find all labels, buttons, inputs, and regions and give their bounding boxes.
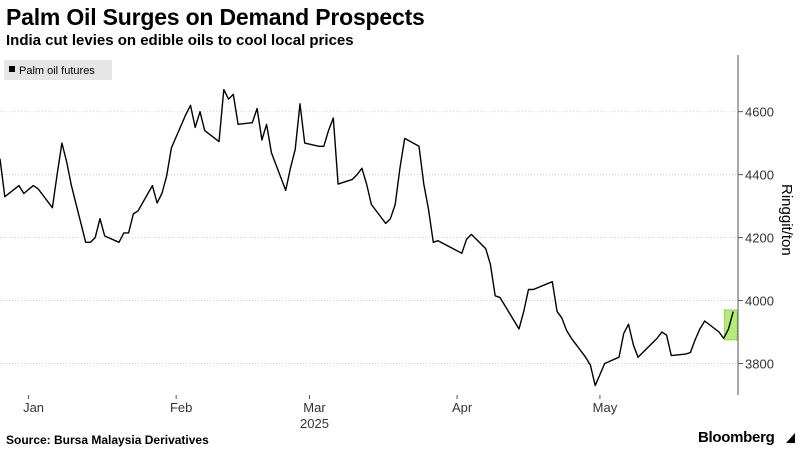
x-year-label: 2025 bbox=[300, 416, 329, 431]
x-tick-label: May bbox=[593, 400, 618, 415]
brand-icon bbox=[786, 433, 795, 443]
chart-subtitle: India cut levies on edible oils to cool … bbox=[6, 32, 354, 49]
y-tick-label: 4600 bbox=[745, 105, 774, 120]
highlight-layer bbox=[723, 309, 738, 341]
y-tick-label: 4000 bbox=[745, 294, 774, 309]
y-tick-label: 3800 bbox=[745, 357, 774, 372]
series-line-palm-oil-futures bbox=[0, 88, 734, 387]
x-tick-label: Feb bbox=[170, 400, 192, 415]
chart-title: Palm Oil Surges on Demand Prospects bbox=[6, 4, 425, 30]
grid-lines bbox=[0, 111, 738, 365]
y-axis-title: Ringgit/ton bbox=[778, 184, 795, 256]
x-tick-label: Jan bbox=[23, 400, 44, 415]
x-tick-label: Apr bbox=[452, 400, 473, 415]
x-tick-label: Mar bbox=[303, 400, 326, 415]
brand-logo: Bloomberg bbox=[698, 429, 775, 446]
series-layer bbox=[0, 88, 734, 387]
y-tick-label: 4400 bbox=[745, 168, 774, 183]
source-note: Source: Bursa Malaysia Derivatives bbox=[6, 433, 209, 447]
legend: Palm oil futures bbox=[4, 60, 112, 80]
legend-label: Palm oil futures bbox=[19, 65, 95, 77]
y-tick-label: 4200 bbox=[745, 231, 774, 246]
legend-box bbox=[4, 60, 112, 80]
legend-swatch bbox=[9, 66, 15, 72]
axes: 3800 4000 4200 4400 4600 Ringgit/ton Jan Feb Mar… bbox=[23, 55, 795, 431]
highlight-box bbox=[723, 309, 738, 341]
